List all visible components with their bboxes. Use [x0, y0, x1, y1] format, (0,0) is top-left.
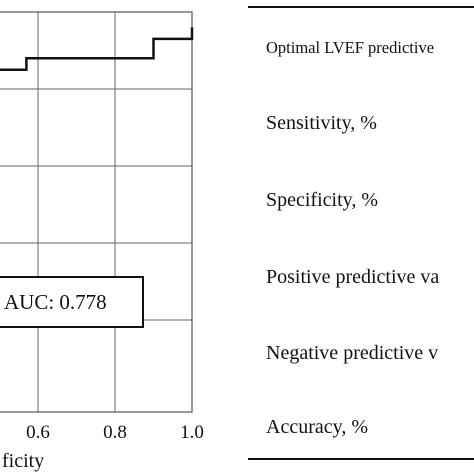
x-tick-label: 0.8: [103, 422, 127, 443]
row-specificity: Specificity, %: [266, 189, 379, 211]
x-tick-label: 1.0: [180, 422, 204, 443]
row-accuracy: Accuracy, %: [266, 416, 368, 438]
x-tick-labels: 0.6 0.8 1.0: [26, 422, 204, 443]
auc-annotation: AUC: 0.778: [0, 276, 144, 328]
x-axis-label: ficity: [2, 450, 44, 472]
table-top-rule: [248, 6, 474, 8]
row-ppv: Positive predictive va: [266, 266, 440, 288]
row-npv: Negative predictive v: [266, 342, 439, 364]
row-sensitivity: Sensitivity, %: [266, 112, 377, 134]
row-optimal-lvef: Optimal LVEF predictive: [266, 38, 435, 57]
results-table: Optimal LVEF predictive Sensitivity, % S…: [248, 4, 474, 464]
plot-frame: [0, 11, 193, 413]
grid-lines: [0, 12, 192, 412]
x-tick-label: 0.6: [26, 422, 50, 443]
roc-curve-line: [0, 27, 194, 72]
table-bottom-rule: [248, 458, 474, 460]
